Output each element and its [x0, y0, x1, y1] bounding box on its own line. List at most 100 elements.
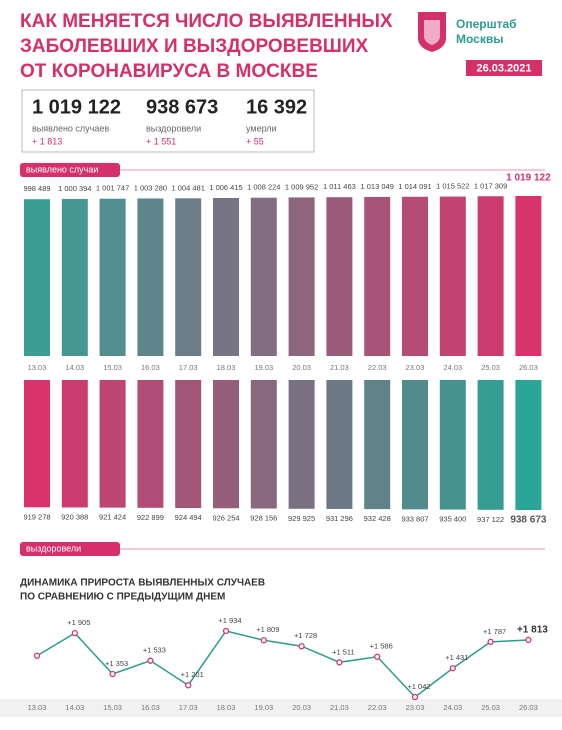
stat-value: 938 673 [146, 96, 218, 118]
bar [515, 380, 542, 510]
value-label: +1 533 [143, 646, 166, 655]
marker [336, 659, 343, 666]
line-title: ДИНАМИКА ПРИРОСТА ВЫЯВЛЕННЫХ СЛУЧАЕВ [20, 578, 265, 589]
bar [213, 197, 239, 356]
x-tick-label: 15.03 [103, 703, 122, 712]
x-tick-label: 16.03 [141, 703, 160, 712]
stat-value: 1 019 122 [32, 96, 121, 118]
x-tick-label: 19.03 [254, 363, 273, 372]
bar [137, 198, 164, 356]
bar [326, 380, 353, 509]
value-label: 1 001 747 [96, 184, 129, 193]
value-label: +1 042 [407, 682, 430, 691]
marker [33, 652, 41, 659]
x-tick-label: 14.03 [65, 363, 84, 372]
bar [61, 198, 88, 356]
stat-value: 16 392 [246, 96, 307, 118]
x-tick-label: 13.03 [28, 363, 47, 372]
x-tick-label: 19.03 [254, 703, 273, 712]
value-label: 1 013 049 [361, 182, 394, 191]
bar [439, 380, 466, 510]
bar [364, 380, 391, 510]
line [36, 630, 529, 699]
x-tick-label: 20.03 [292, 363, 311, 372]
x-tick-label: 18.03 [217, 363, 236, 372]
tag-label: выздоровели [26, 543, 81, 553]
value-label: +1 431 [445, 653, 468, 662]
value-label: 998 489 [23, 184, 50, 193]
title-line: КАК МЕНЯЕТСЯ ЧИСЛО ВЫЯВЛЕННЫХ [20, 11, 393, 32]
bar [24, 380, 50, 508]
marker [374, 653, 381, 660]
stat-label: выявлено случаев [32, 123, 109, 133]
marker [147, 657, 154, 664]
value-label: 926 254 [212, 513, 239, 522]
x-tick-label: 21.03 [330, 703, 349, 712]
value-label: 921 424 [99, 513, 126, 522]
marker [71, 629, 78, 637]
x-tick-label: 23.03 [406, 363, 425, 372]
value-label: +1 905 [67, 618, 90, 627]
x-tick-label: 24.03 [443, 703, 462, 712]
value-label: 1 000 394 [58, 184, 91, 193]
tag [20, 542, 120, 556]
bar [364, 196, 391, 356]
logo-emblem-inner [424, 20, 440, 45]
x-tick-label: 22.03 [368, 703, 387, 712]
x-tick-label: 18.03 [217, 703, 236, 712]
marker [260, 637, 267, 644]
stat-change: + 1 551 [146, 136, 176, 146]
value-label: +1 728 [294, 631, 317, 640]
bar [99, 198, 126, 356]
value-label: 1 015 522 [436, 182, 469, 191]
bar [137, 380, 164, 508]
value-label: 1 009 952 [285, 182, 318, 191]
date-badge [466, 60, 542, 76]
date-band [0, 699, 562, 717]
marker [487, 638, 494, 646]
date: 26.03.2021 [476, 62, 531, 74]
bar [439, 196, 466, 356]
value-label: 1 011 463 [323, 182, 356, 191]
bar [61, 380, 88, 508]
marker [185, 682, 192, 689]
marker [449, 665, 456, 672]
bar [402, 380, 428, 510]
marker [109, 670, 116, 678]
bar [24, 199, 50, 356]
x-tick-label: 24.03 [443, 363, 462, 372]
bar [477, 196, 504, 356]
logo-text: Оперштаб [456, 17, 517, 31]
value-label: 935 400 [439, 515, 466, 524]
x-tick-label: 23.03 [406, 703, 425, 712]
value-label: 1 004 481 [172, 183, 205, 192]
value-label: 1 014 091 [398, 182, 431, 191]
x-tick-label: 25.03 [481, 703, 500, 712]
value-label: 1 008 224 [247, 183, 280, 192]
value-label: 919 278 [23, 512, 50, 521]
bar [515, 196, 542, 356]
x-tick-label: 14.03 [65, 703, 84, 712]
bar [288, 197, 315, 356]
x-tick-label: 25.03 [481, 363, 500, 372]
x-tick-label: 17.03 [179, 363, 198, 372]
stat-label: умерли [246, 123, 277, 133]
x-tick-label: 16.03 [141, 363, 160, 372]
value-label: +1 586 [370, 642, 393, 651]
x-tick-label: 20.03 [292, 703, 311, 712]
bar [250, 380, 277, 509]
value-label: 928 156 [250, 514, 277, 523]
bar [250, 197, 277, 356]
value-label: 932 428 [364, 514, 391, 523]
bar [326, 197, 353, 356]
bar [175, 198, 202, 356]
value-label: +1 813 [517, 625, 548, 636]
bar [213, 380, 239, 509]
bar [477, 380, 504, 510]
x-tick-label: 26.03 [519, 703, 538, 712]
value-label: +1 511 [332, 647, 355, 656]
x-tick-label: 13.03 [28, 703, 47, 712]
stat-label: выздоровели [146, 123, 201, 133]
value-label: 1 003 280 [134, 183, 167, 192]
bar [288, 380, 315, 509]
